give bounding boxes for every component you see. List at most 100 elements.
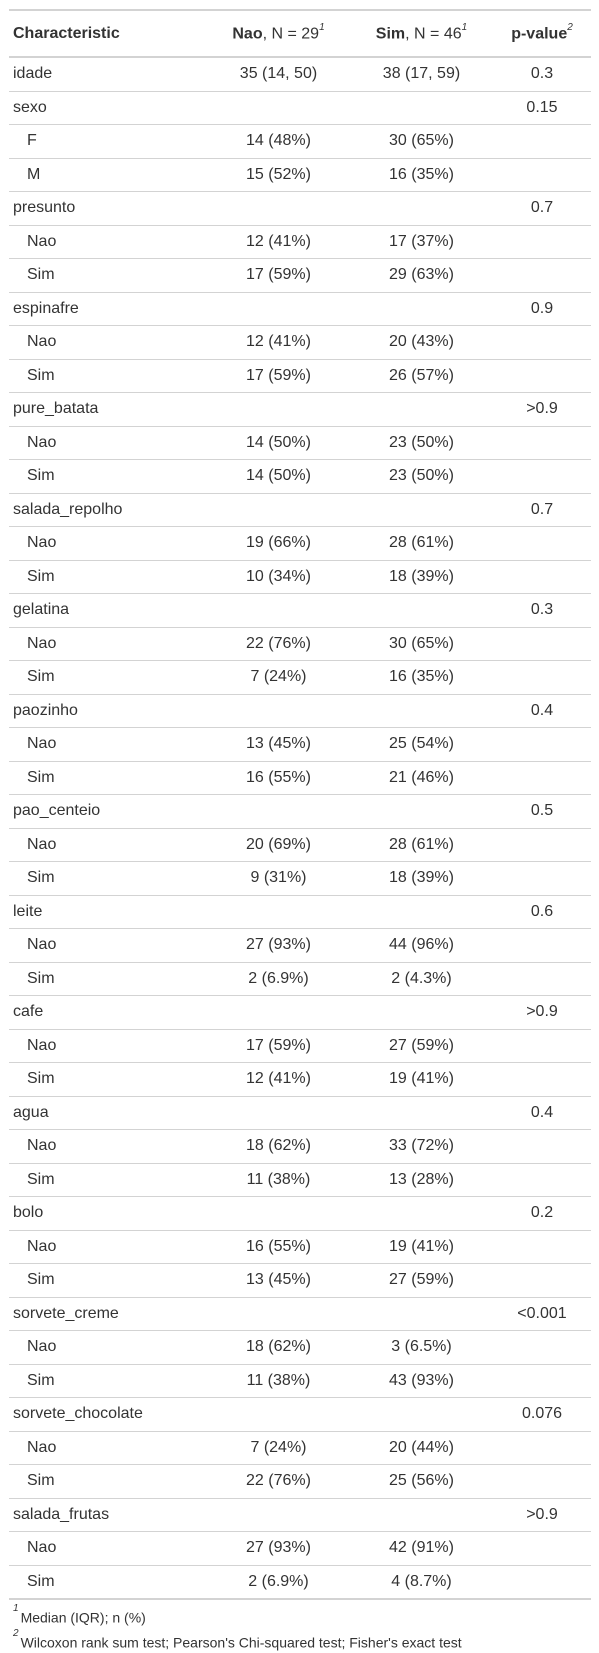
cell-nao: 2 (6.9%) bbox=[248, 969, 309, 987]
cell-sim: 17 (37%) bbox=[389, 232, 454, 250]
cell-nao: 12 (41%) bbox=[246, 1070, 311, 1088]
row-label: gelatina bbox=[13, 601, 70, 619]
cell-nao: 22 (76%) bbox=[246, 1472, 311, 1490]
row-label: presunto bbox=[13, 199, 76, 217]
cell-nao: 16 (55%) bbox=[246, 1237, 311, 1255]
table-row: espinafre 0.9 bbox=[9, 293, 591, 326]
row-label: Sim bbox=[27, 366, 55, 384]
cell-nao: 18 (62%) bbox=[246, 1137, 311, 1155]
table-row: Nao 16 (55%) 19 (41%) bbox=[9, 1231, 591, 1264]
cell-pvalue: 0.2 bbox=[530, 1204, 554, 1222]
row-label: salada_repolho bbox=[13, 500, 123, 518]
table-row: Nao 18 (62%) 33 (72%) bbox=[9, 1130, 591, 1164]
row-label: Nao bbox=[27, 1036, 57, 1054]
table-row: Sim 22 (76%) 25 (56%) bbox=[9, 1465, 591, 1499]
row-label: Nao bbox=[27, 333, 57, 351]
table-row: agua 0.4 bbox=[9, 1097, 591, 1130]
row-label: Sim bbox=[27, 869, 55, 887]
cell-pvalue: 0.3 bbox=[530, 601, 554, 619]
table-row: Sim 16 (55%) 21 (46%) bbox=[9, 762, 591, 795]
cell-nao: 12 (41%) bbox=[246, 232, 311, 250]
table-row: Nao 27 (93%) 42 (91%) bbox=[9, 1532, 591, 1566]
cell-sim: 23 (50%) bbox=[389, 433, 454, 451]
cell-sim: 18 (39%) bbox=[389, 567, 454, 585]
table-row: gelatina 0.3 bbox=[9, 594, 591, 628]
row-label: sorvete_chocolate bbox=[13, 1405, 143, 1423]
row-label: Nao bbox=[27, 835, 57, 853]
cell-sim: 19 (41%) bbox=[389, 1070, 454, 1088]
table-row: Nao 12 (41%) 20 (43%) bbox=[9, 326, 591, 360]
cell-sim: 30 (65%) bbox=[389, 634, 454, 652]
row-label: espinafre bbox=[13, 299, 79, 317]
row-label: Sim bbox=[27, 467, 55, 485]
header-characteristic: Characteristic bbox=[13, 24, 120, 42]
cell-nao: 9 (31%) bbox=[250, 869, 307, 887]
row-label: Nao bbox=[27, 1539, 57, 1557]
row-label: idade bbox=[13, 65, 53, 83]
cell-sim: 44 (96%) bbox=[389, 936, 454, 954]
cell-sim: 16 (35%) bbox=[389, 165, 454, 183]
table-row: Sim 10 (34%) 18 (39%) bbox=[9, 561, 591, 594]
table-row: cafe >0.9 bbox=[9, 996, 591, 1030]
table-row: Sim 17 (59%) 29 (63%) bbox=[9, 259, 591, 293]
cell-nao: 17 (59%) bbox=[246, 366, 311, 384]
row-label: pure_batata bbox=[13, 400, 99, 418]
cell-nao: 11 (38%) bbox=[246, 1170, 311, 1188]
cell-nao: 13 (45%) bbox=[246, 735, 311, 753]
table-row: salada_frutas >0.9 bbox=[9, 1499, 591, 1532]
cell-nao: 19 (66%) bbox=[246, 534, 311, 552]
table-row: pure_batata >0.9 bbox=[9, 393, 591, 427]
table-header-row: Characteristic Nao, N = 291 Sim, N = 461… bbox=[9, 11, 591, 58]
table-top-rule bbox=[9, 9, 591, 11]
cell-sim: 25 (56%) bbox=[389, 1472, 454, 1490]
cell-sim: 26 (57%) bbox=[389, 366, 454, 384]
table-row: Nao 14 (50%) 23 (50%) bbox=[9, 427, 591, 460]
cell-sim: 16 (35%) bbox=[389, 668, 454, 686]
summary-table: Characteristic Nao, N = 291 Sim, N = 461… bbox=[9, 9, 591, 1653]
row-label: Sim bbox=[27, 1070, 55, 1088]
cell-nao: 15 (52%) bbox=[246, 165, 311, 183]
table-row: Nao 7 (24%) 20 (44%) bbox=[9, 1432, 591, 1465]
cell-sim: 23 (50%) bbox=[389, 467, 454, 485]
cell-sim: 27 (59%) bbox=[389, 1036, 454, 1054]
row-label: Sim bbox=[27, 1572, 55, 1590]
table-row: Nao 17 (59%) 27 (59%) bbox=[9, 1030, 591, 1063]
table-row: sorvete_creme <0.001 bbox=[9, 1298, 591, 1331]
table-row: presunto 0.7 bbox=[9, 192, 591, 226]
table-row: Sim 7 (24%) 16 (35%) bbox=[9, 661, 591, 695]
cell-pvalue: 0.4 bbox=[530, 701, 554, 719]
table-row: bolo 0.2 bbox=[9, 1197, 591, 1231]
table-row: paozinho 0.4 bbox=[9, 695, 591, 728]
row-label: Nao bbox=[27, 1338, 57, 1356]
cell-nao: 14 (50%) bbox=[246, 433, 311, 451]
row-label: Nao bbox=[27, 735, 57, 753]
cell-nao: 22 (76%) bbox=[246, 634, 311, 652]
table-row: F 14 (48%) 30 (65%) bbox=[9, 125, 591, 159]
header-sim: Sim, N = 461 bbox=[375, 21, 468, 43]
header-nao: Nao, N = 291 bbox=[232, 21, 325, 43]
footnote-2: 2Wilcoxon rank sum test; Pearson's Chi-s… bbox=[13, 1627, 462, 1651]
table-row: Nao 20 (69%) 28 (61%) bbox=[9, 829, 591, 862]
cell-pvalue: <0.001 bbox=[517, 1304, 567, 1322]
row-label: pao_centeio bbox=[13, 802, 101, 820]
cell-sim: 20 (43%) bbox=[389, 333, 454, 351]
row-label: Sim bbox=[27, 567, 55, 585]
cell-nao: 7 (24%) bbox=[250, 668, 307, 686]
header-pvalue: p-value2 bbox=[511, 21, 573, 43]
cell-pvalue: >0.9 bbox=[526, 1505, 558, 1523]
row-label: Nao bbox=[27, 936, 57, 954]
row-label: bolo bbox=[13, 1204, 44, 1222]
cell-nao: 11 (38%) bbox=[246, 1371, 311, 1389]
table-row: sorvete_chocolate 0.076 bbox=[9, 1398, 591, 1432]
row-label: cafe bbox=[13, 1003, 44, 1021]
cell-sim: 43 (93%) bbox=[389, 1371, 454, 1389]
cell-sim: 38 (17, 59) bbox=[382, 65, 461, 83]
table-row: Sim 17 (59%) 26 (57%) bbox=[9, 360, 591, 393]
cell-sim: 29 (63%) bbox=[389, 266, 454, 284]
row-label: Nao bbox=[27, 232, 57, 250]
cell-sim: 18 (39%) bbox=[389, 869, 454, 887]
table-row: Nao 22 (76%) 30 (65%) bbox=[9, 628, 591, 661]
cell-sim: 3 (6.5%) bbox=[391, 1338, 452, 1356]
table-row: Sim 2 (6.9%) 4 (8.7%) bbox=[9, 1566, 591, 1599]
row-label: Nao bbox=[27, 534, 57, 552]
